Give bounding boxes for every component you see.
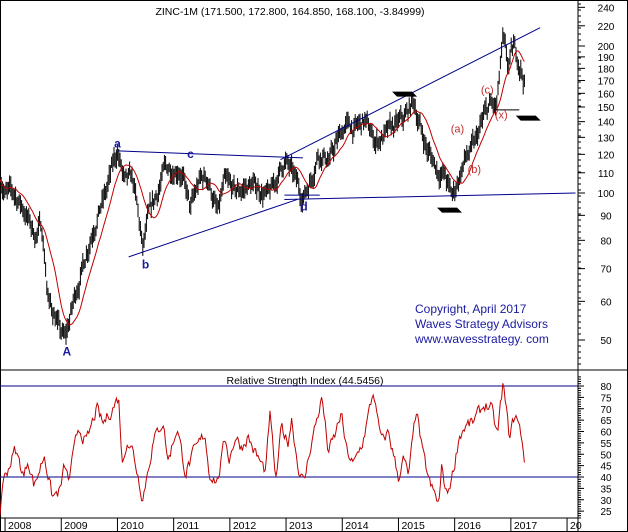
price-tick-label: 150 (598, 103, 615, 114)
wave-label-c: c (187, 147, 194, 161)
rsi-line (0, 383, 525, 516)
price-tick-label: 170 (598, 76, 615, 87)
rsi-tick-label: 25 (600, 507, 612, 518)
wave-label-a: a (114, 136, 121, 150)
wave-labels: Aa b c d (a) (b) (c) (x) (63, 84, 508, 358)
trendlines (117, 27, 576, 258)
year-tick-label: 2016 (458, 520, 482, 532)
year-tick-label: 20 (570, 520, 582, 532)
price-tick-label: 180 (598, 64, 615, 75)
rsi-tick-label: 30 (600, 496, 612, 507)
wave-label-x: (x) (495, 110, 508, 122)
wave-label-A: A (63, 344, 72, 358)
rsi-tick-label: 50 (600, 450, 612, 461)
rsi-tick-label: 55 (600, 439, 612, 450)
year-tick-label: 2008 (8, 520, 32, 532)
year-tick-label: 2010 (120, 520, 144, 532)
rsi-tick-label: 45 (600, 462, 612, 473)
price-tick-label: 140 (598, 118, 615, 129)
price-tick-label: 60 (600, 297, 612, 308)
wave-label-c: (c) (481, 84, 494, 96)
price-tick-label: 90 (600, 211, 612, 222)
rsi-tick-label: 75 (600, 393, 612, 404)
target-marker (437, 207, 463, 213)
copyright-line3: www.wavesstrategy. com (414, 332, 549, 346)
price-tick-label: 100 (598, 189, 615, 200)
rsi-tick-label: 35 (600, 484, 612, 495)
price-tick-label: 130 (598, 133, 615, 144)
markers (392, 91, 541, 213)
price-tick-label: 240 (598, 3, 615, 14)
price-tick-label: 120 (598, 150, 615, 161)
rsi-title: Relative Strength Index (44.5456) (226, 375, 383, 387)
rsi-tick-label: 80 (600, 382, 612, 393)
moving-average (0, 50, 525, 326)
wave-label-a: (a) (451, 124, 464, 136)
wave-label-b: (b) (468, 164, 481, 176)
year-tick-label: 2012 (233, 520, 257, 532)
trendline (117, 150, 303, 159)
price-tick-label: 80 (600, 236, 612, 247)
copyright-line2: Waves Strategy Advisors (415, 317, 548, 331)
year-tick-label: 2009 (64, 520, 88, 532)
moving-average-line (0, 50, 525, 326)
price-tick-label: 190 (598, 53, 615, 64)
wave-label-d: d (300, 200, 307, 214)
year-tick-label: 2011 (177, 520, 200, 532)
price-tick-label: 70 (600, 265, 612, 276)
year-tick-label: 2015 (401, 520, 425, 532)
price-bars (0, 27, 525, 345)
price-tick-label: 220 (598, 22, 615, 33)
target-marker (392, 91, 418, 97)
trendline (128, 198, 298, 258)
price-chart-title: ZINC-1M (171.500, 172.800, 164.850, 168.… (155, 6, 424, 18)
price-tick-label: 200 (598, 42, 615, 53)
year-tick-label: 2013 (289, 520, 313, 532)
price-tick-label: 160 (598, 89, 615, 100)
year-tick-label: 2017 (514, 520, 538, 532)
trendline (284, 192, 576, 200)
price-tick-label: 50 (600, 336, 612, 347)
rsi-tick-label: 65 (600, 416, 612, 427)
target-marker (515, 115, 541, 121)
copyright-line1: Copyright, April 2017 (415, 302, 527, 316)
year-tick-label: 2014 (345, 520, 369, 532)
rsi-tick-label: 60 (600, 428, 612, 439)
rsi-panel (0, 383, 578, 516)
rsi-tick-label: 40 (600, 473, 612, 484)
wave-label-b: b (142, 258, 149, 272)
rsi-tick-label: 70 (600, 405, 612, 416)
price-tick-label: 110 (598, 169, 614, 180)
